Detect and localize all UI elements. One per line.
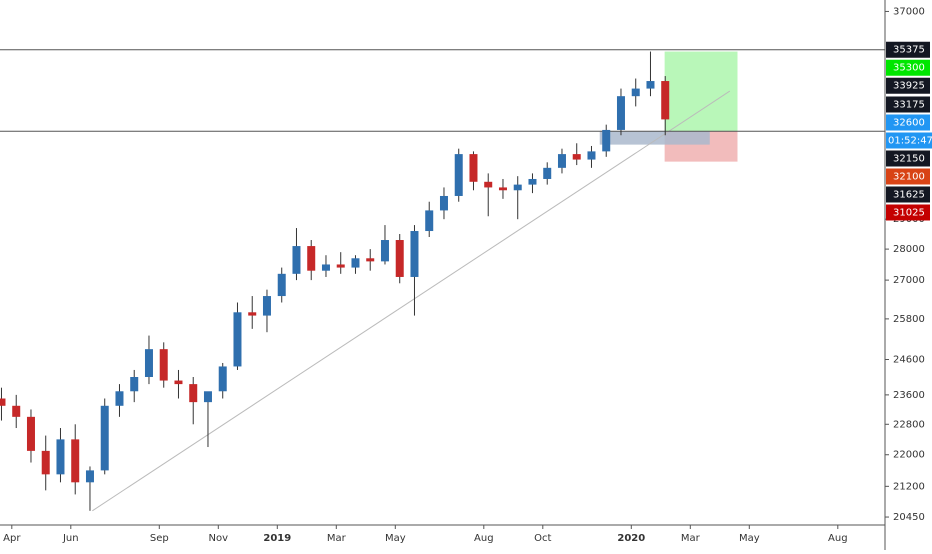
x-tick-label: Mar (681, 533, 701, 544)
price-label-bg (886, 186, 930, 203)
candle-body (395, 240, 404, 277)
countdown-bg (886, 132, 932, 149)
candle-body (513, 184, 522, 191)
price-label: 35300 (893, 63, 925, 74)
x-tick-label: May (739, 533, 760, 544)
x-tick-label: Apr (3, 533, 21, 544)
candle-body (602, 129, 611, 152)
candle-body (248, 312, 257, 316)
candle-body (174, 380, 183, 385)
candle-body (203, 391, 212, 403)
candle-body (484, 181, 493, 188)
candle-body (366, 258, 375, 262)
price-label: 32150 (893, 153, 925, 164)
x-tick-label: Sep (150, 533, 169, 544)
candle-body (307, 246, 316, 271)
candle-body (0, 398, 6, 406)
candle-body (646, 81, 655, 89)
price-label-bg (886, 150, 930, 167)
y-tick-label: 22800 (893, 419, 925, 430)
price-label-bg (886, 204, 930, 221)
x-tick-label: 2020 (617, 533, 645, 544)
y-tick-label: 28000 (893, 244, 925, 255)
price-label: 31625 (893, 189, 925, 200)
candle-body (410, 231, 419, 277)
price-label: 33925 (893, 81, 925, 92)
candle-body (439, 195, 448, 211)
price-label-bg (886, 168, 930, 185)
candle-body (189, 384, 198, 403)
candle-body (454, 154, 463, 196)
trendline (92, 90, 731, 512)
x-tick-label: Jun (62, 533, 79, 544)
x-tick-label: Oct (534, 533, 551, 544)
candle-body (233, 312, 242, 367)
countdown: 01:52:47 (888, 135, 932, 146)
y-tick-label: 20450 (893, 512, 925, 523)
price-label-bg (886, 59, 930, 76)
candle-body (41, 450, 50, 475)
y-tick-label: 21200 (893, 481, 925, 492)
candle-body (115, 391, 124, 406)
candle-body (292, 246, 301, 274)
price-label: 35375 (893, 45, 925, 56)
y-tick-label: 24600 (893, 354, 925, 365)
candle-body (100, 405, 109, 471)
candle-body (528, 178, 537, 185)
price-label: 31025 (893, 207, 925, 218)
candle-body (469, 154, 478, 182)
candle-body (321, 264, 330, 271)
zone (599, 131, 710, 145)
x-tick-label: May (385, 533, 406, 544)
candle-body (159, 349, 168, 381)
candle-body (277, 273, 286, 297)
candle-body (543, 167, 552, 179)
candle-body (218, 366, 227, 392)
price-label-bg (886, 114, 930, 131)
y-tick-label: 23600 (893, 390, 925, 401)
candle-body (144, 349, 153, 378)
y-tick-label: 27000 (893, 275, 925, 286)
candle-body (661, 81, 670, 120)
candle-body (425, 210, 434, 232)
candle-body (262, 296, 271, 316)
y-tick-label: 25800 (893, 314, 925, 325)
candle-body (12, 405, 21, 417)
candle-body (71, 439, 80, 483)
candle-body (130, 377, 139, 392)
candle-body (616, 96, 625, 130)
candle-body (56, 439, 65, 475)
x-tick-label: Aug (828, 533, 848, 544)
price-label: 32100 (893, 171, 925, 182)
x-tick-label: 2019 (263, 533, 291, 544)
y-tick-label: 37000 (893, 6, 925, 17)
candle-body (572, 154, 581, 160)
candle-body (85, 470, 94, 483)
price-label-bg (886, 41, 930, 58)
candle-body (557, 154, 566, 168)
price-label: 33175 (893, 99, 925, 110)
y-tick-label: 22000 (893, 450, 925, 461)
position-profit (664, 51, 738, 132)
x-tick-label: Aug (474, 533, 494, 544)
candle-body (26, 416, 35, 451)
x-tick-label: Mar (327, 533, 347, 544)
price-label-bg (886, 96, 930, 113)
price-label: 32600 (893, 117, 925, 128)
x-tick-label: Nov (209, 533, 229, 544)
candle-body (336, 264, 345, 268)
candle-body (498, 187, 507, 191)
candle-body (587, 151, 596, 160)
price-label-bg (886, 77, 930, 94)
candle-body (351, 258, 360, 268)
candle-body (631, 88, 640, 97)
candle-body (380, 240, 389, 262)
